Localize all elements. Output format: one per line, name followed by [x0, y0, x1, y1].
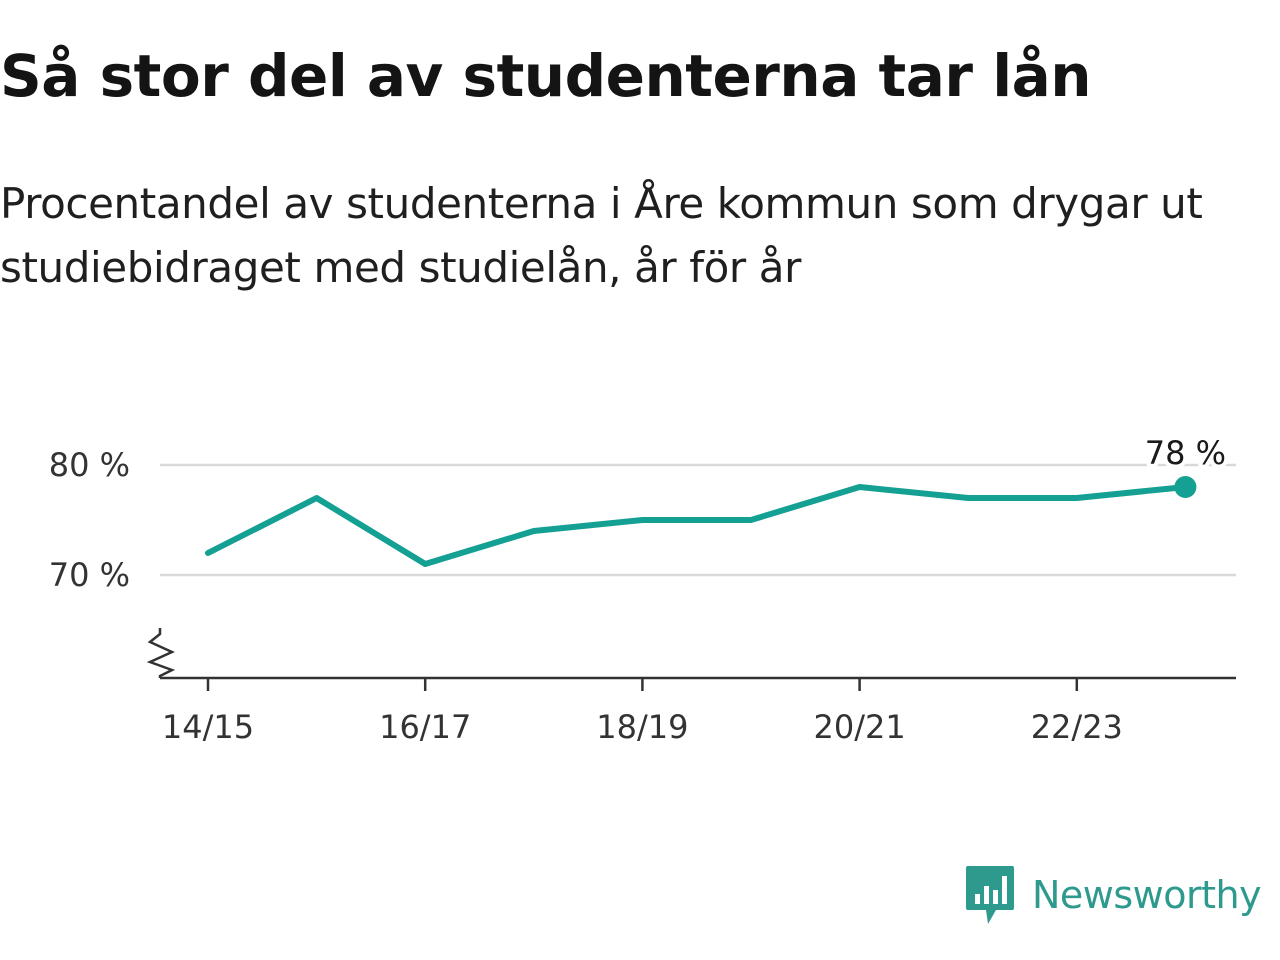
newsworthy-chart-icon	[966, 866, 1014, 924]
brand-name: Newsworthy	[1032, 873, 1262, 917]
y-tick-label: 80 %	[49, 446, 130, 484]
last-value-label-halo: 78 %	[1145, 434, 1226, 472]
x-tick-label: 20/21	[813, 708, 905, 746]
x-tick-label: 22/23	[1031, 708, 1123, 746]
chart-title: Så stor del av studenterna tar lån	[0, 42, 1092, 110]
x-tick-label: 14/15	[162, 708, 254, 746]
subtitle-line-2: studiebidraget med studielån, år för år	[0, 243, 801, 292]
y-tick-label: 70 %	[49, 556, 130, 594]
last-data-point	[1174, 476, 1197, 498]
subtitle-line-1: Procentandel av studenterna i Åre kommun…	[0, 179, 1203, 228]
series-line	[205, 484, 1189, 567]
x-axis	[146, 628, 1236, 691]
x-tick-label: 16/17	[379, 708, 471, 746]
grid-lines	[160, 463, 1236, 577]
x-tick-label: 18/19	[596, 708, 688, 746]
axis-break-zigzag	[146, 628, 176, 678]
chart-subtitle: Procentandel av studenterna i Åre kommun…	[0, 172, 1280, 300]
last-value-label: 78 %	[1145, 434, 1226, 472]
series	[205, 476, 1197, 567]
newsworthy-logo: Newsworthy	[964, 864, 1262, 926]
